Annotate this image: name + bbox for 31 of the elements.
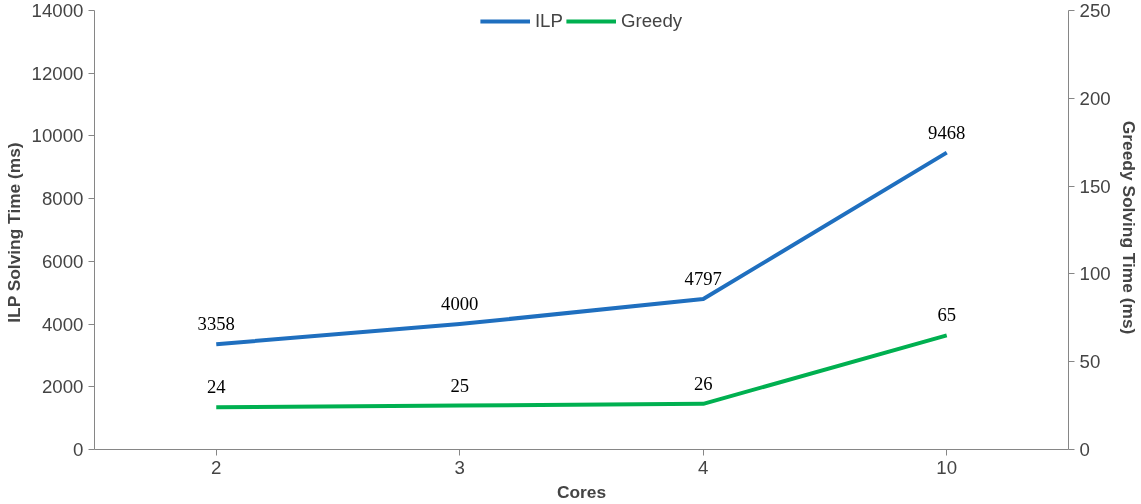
data-label: 25 (450, 374, 470, 396)
data-label: 4797 (684, 268, 722, 290)
data-label: 26 (693, 372, 713, 394)
y-tick-label: 14000 (31, 0, 84, 21)
data-label: 4000 (441, 293, 479, 315)
legend-label: ILP (534, 10, 563, 32)
x-tick-label: 3 (454, 456, 465, 478)
y2-axis-title: Greedy Solving Time (ms) (1118, 120, 1139, 335)
x-tick-label: 10 (936, 456, 958, 478)
y-tick-label: 6000 (42, 250, 84, 272)
y2-tick-label: 100 (1079, 263, 1111, 285)
legend-label: Greedy (620, 10, 683, 32)
y-axis-title: ILP Solving Time (ms) (3, 142, 24, 323)
data-label: 24 (206, 376, 227, 398)
x-axis-title: Cores (556, 481, 607, 502)
data-label: 9468 (928, 121, 966, 143)
y-tick-label: 0 (73, 439, 84, 460)
y-tick-label: 12000 (31, 62, 84, 84)
data-label: 65 (937, 304, 957, 326)
y2-tick-label: 200 (1079, 87, 1111, 109)
data-label: 3358 (197, 313, 235, 335)
y2-tick-label: 50 (1079, 351, 1101, 373)
y-tick-label: 10000 (31, 125, 84, 147)
y-tick-label: 4000 (42, 313, 84, 335)
y2-tick-label: 0 (1079, 439, 1090, 460)
x-tick-label: 4 (698, 456, 709, 478)
y-tick-label: 2000 (42, 376, 84, 398)
y2-tick-label: 150 (1079, 175, 1111, 197)
y2-tick-label: 250 (1079, 0, 1111, 21)
y-tick-label: 8000 (42, 188, 84, 210)
x-tick-label: 2 (211, 456, 222, 478)
